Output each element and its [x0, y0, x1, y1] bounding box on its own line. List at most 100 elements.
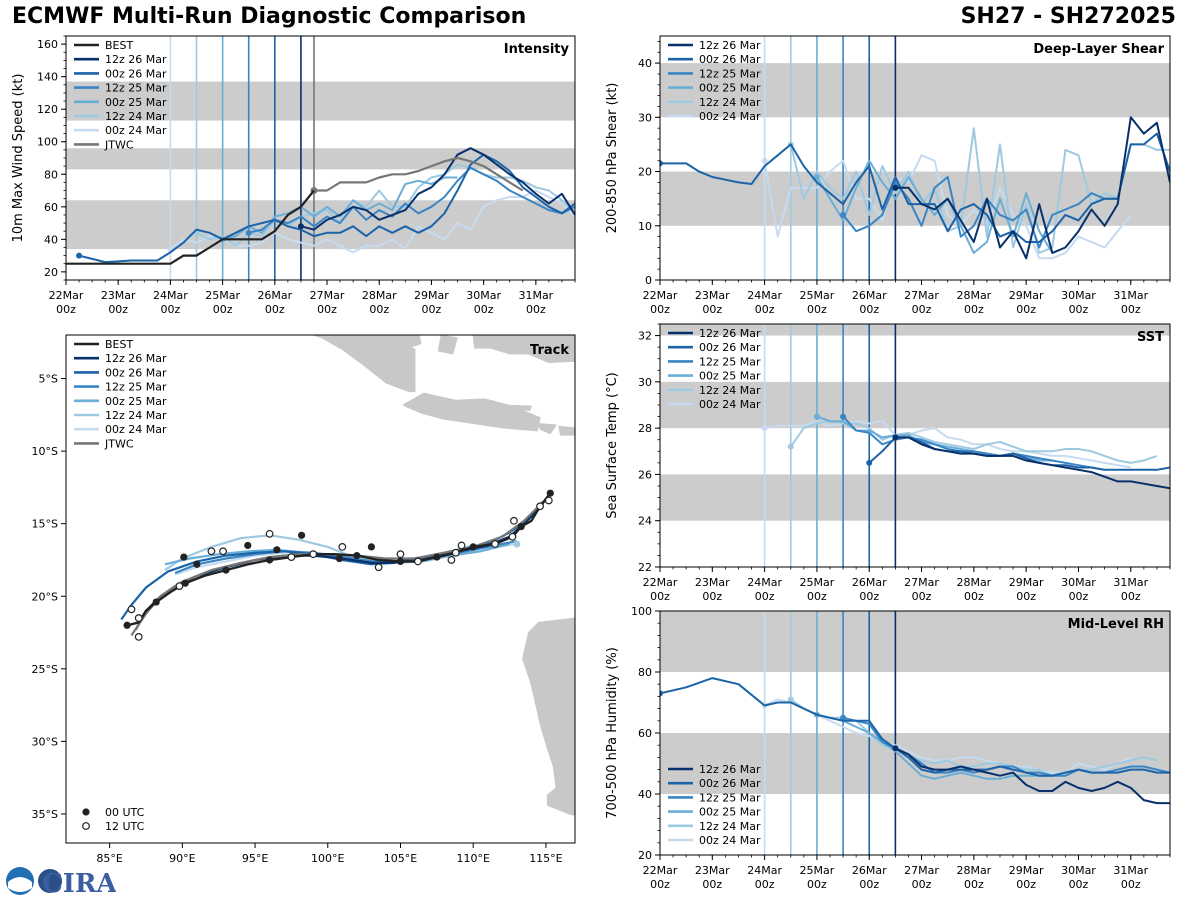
x-tick-label: 00z: [1121, 590, 1141, 603]
bali-landmass: [537, 422, 557, 435]
series-line: [169, 189, 575, 254]
x-tick-label: 23Mar: [695, 864, 730, 877]
y-axis-label: 10m Max Wind Speed (kt): [11, 74, 26, 243]
lat-tick-label: 15°S: [32, 518, 58, 531]
y-tick-label: 140: [37, 71, 58, 84]
x-tick-label: 23Mar: [101, 289, 136, 302]
series-line: [895, 116, 1170, 260]
x-tick-label: 30Mar: [1061, 289, 1096, 302]
legend-label: 00z 25 Mar: [699, 82, 761, 95]
x-tick-label: 25Mar: [800, 576, 835, 589]
series-line: [842, 176, 1118, 249]
legend-label: 12z 24 Mar: [699, 96, 761, 109]
series-line: [816, 713, 1053, 780]
x-tick-label: 00z: [317, 303, 337, 316]
panel-track: 85°E 90°E 95°E 100°E 105°E 110°E 115°E 5°S 10°S 1…: [32, 334, 576, 865]
track-marker-00utc: [517, 522, 525, 531]
lat-tick-label: 5°S: [39, 373, 58, 386]
track-marker-00utc: [266, 556, 274, 564]
y-tick-label: 40: [44, 233, 58, 246]
legend-label: 12z 24 Mar: [699, 384, 761, 397]
x-tick-label: 27Mar: [904, 289, 939, 302]
x-tick-label: 00z: [755, 303, 775, 316]
series-start-marker: [761, 157, 768, 164]
y-tick-label: 30: [638, 376, 652, 389]
legend-label: 00z 25 Mar: [699, 806, 761, 819]
lon-tick-label: 95°E: [242, 852, 268, 865]
x-tick-label: 22Mar: [643, 864, 678, 877]
x-tick-label: 28Mar: [956, 864, 991, 877]
x-tick-label: 00z: [912, 878, 932, 891]
x-tick-label: 28Mar: [956, 289, 991, 302]
x-tick-label: 22Mar: [643, 289, 678, 302]
panel-title: Mid-Level RH: [1068, 617, 1164, 632]
x-tick-label: 00z: [1016, 878, 1036, 891]
page-title: ECMWF Multi-Run Diagnostic Comparison: [12, 4, 527, 29]
series-start-marker: [840, 413, 847, 420]
cira-logo: CIRA: [6, 867, 116, 898]
borneo-landmass: [472, 335, 575, 364]
y-tick-label: 60: [44, 201, 58, 214]
track-marker-00utc: [152, 598, 160, 606]
y-tick-label: 160: [37, 38, 58, 51]
series-line: [894, 747, 1170, 805]
track-marker-00utc: [222, 566, 230, 574]
x-tick-label: 24Mar: [747, 864, 782, 877]
x-tick-label: 00z: [1121, 878, 1141, 891]
legend-label: 00z 26 Mar: [105, 67, 167, 80]
track-marker-00utc: [546, 489, 554, 497]
legend-label: 00z 26 Mar: [699, 777, 761, 790]
series-line: [300, 147, 575, 231]
legend-marker-12utc: [82, 822, 90, 830]
y-tick-label: 30: [638, 111, 652, 124]
legend-label: JTWC: [104, 138, 134, 151]
x-tick-label: 29Mar: [1009, 864, 1044, 877]
legend-label: BEST: [105, 39, 133, 52]
track-marker-12utc: [536, 502, 544, 511]
series-start-marker: [76, 252, 83, 259]
track-marker-00utc: [273, 546, 281, 554]
track-marker-12utc: [127, 605, 136, 614]
legend-label: 12z 26 Mar: [699, 39, 761, 52]
series-start-marker: [660, 160, 663, 167]
x-tick-label: 00z: [702, 878, 722, 891]
x-tick-label: 25Mar: [800, 289, 835, 302]
x-tick-label: 22Mar: [643, 576, 678, 589]
panel-title: Intensity: [504, 42, 570, 57]
plot-area: [660, 611, 1170, 855]
x-tick-label: 00z: [1016, 590, 1036, 603]
track-marker-12utc: [134, 614, 143, 622]
series-start-marker: [892, 184, 899, 191]
y-axis-label: Sea Surface Temp (°C): [605, 372, 620, 519]
noaa-wave-icon: [8, 877, 32, 892]
y-axis-label: 200-850 hPa Shear (kt): [605, 83, 620, 234]
y-tick-label: 10: [638, 220, 652, 233]
x-tick-label: 31Mar: [1113, 289, 1148, 302]
legend-label: 12z 24 Mar: [105, 409, 167, 422]
y-tick-label: 100: [631, 605, 652, 618]
x-tick-label: 23Mar: [695, 289, 730, 302]
track-marker-12utc: [309, 550, 318, 559]
x-tick-label: 28Mar: [956, 576, 991, 589]
track-marker-00utc: [123, 621, 131, 629]
track-marker-12utc: [447, 556, 456, 564]
x-tick-label: 27Mar: [904, 576, 939, 589]
x-tick-label: 00z: [859, 590, 879, 603]
legend-label: 12z 24 Mar: [699, 820, 761, 833]
series-line: [789, 420, 1158, 464]
panel-rh: 2040608010022Mar00z23Mar00z24Mar00z25Mar…: [605, 605, 1171, 891]
series-start-marker: [787, 696, 794, 703]
series-start-marker: [297, 223, 304, 230]
legend-label: 00z 25 Mar: [699, 370, 761, 383]
x-tick-label: 31Mar: [1113, 576, 1148, 589]
legend-label: 00z 26 Mar: [699, 341, 761, 354]
x-tick-label: 00z: [161, 303, 181, 316]
y-tick-label: 26: [638, 468, 652, 481]
axes-frame: [659, 323, 1171, 568]
series-line: [763, 154, 1132, 260]
track-marker-12utc: [287, 553, 296, 561]
forecast-start-marker: [513, 540, 521, 548]
